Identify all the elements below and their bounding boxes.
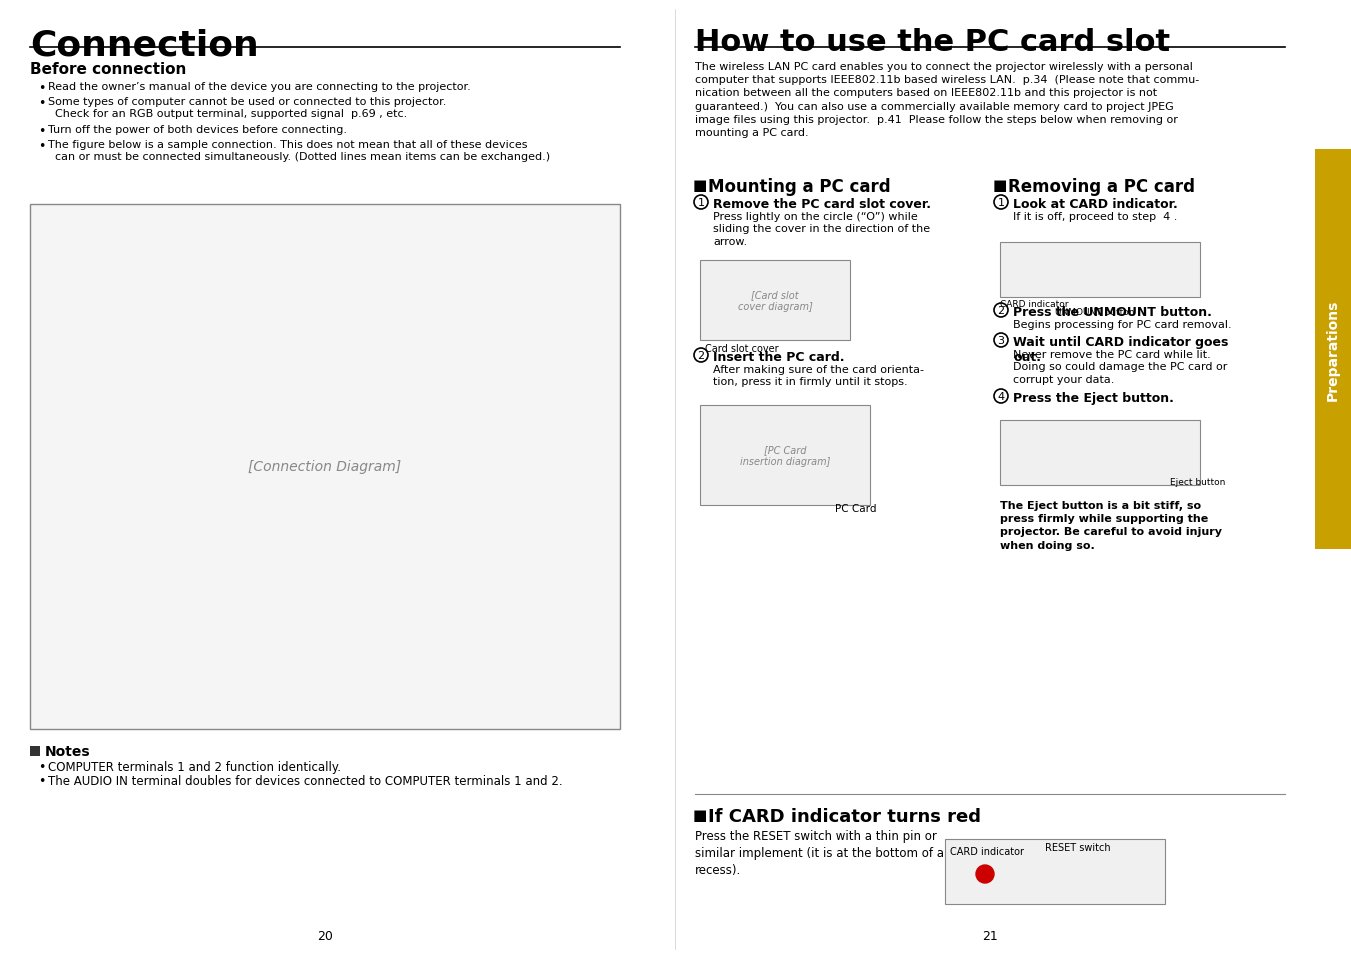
Text: ■: ■ [993,178,1008,193]
Text: Never remove the PC card while lit.
Doing so could damage the PC card or
corrupt: Never remove the PC card while lit. Doin… [1013,350,1227,384]
Text: Notes: Notes [45,744,91,759]
Text: Card slot cover: Card slot cover [705,344,778,354]
Text: Press lightly on the circle (“O”) while
sliding the cover in the direction of th: Press lightly on the circle (“O”) while … [713,212,929,247]
Text: Look at CARD indicator.: Look at CARD indicator. [1013,198,1178,211]
Text: [Connection Diagram]: [Connection Diagram] [249,460,401,474]
Text: ■: ■ [693,178,708,193]
Text: Press the Eject button.: Press the Eject button. [1013,392,1174,405]
Text: Press the RESET switch with a thin pin or
similar implement (it is at the bottom: Press the RESET switch with a thin pin o… [694,829,944,876]
Text: Mounting a PC card: Mounting a PC card [708,178,890,195]
Text: Begins processing for PC card removal.: Begins processing for PC card removal. [1013,319,1232,330]
Text: Connection: Connection [30,28,259,62]
Text: •: • [38,97,46,110]
Text: 20: 20 [317,929,332,942]
Text: ■: ■ [693,807,708,822]
Bar [944,840,1165,904]
Text: Read the owner’s manual of the device you are connecting to the projector.: Read the owner’s manual of the device yo… [49,82,470,91]
Text: •: • [38,774,46,787]
Text: •: • [38,760,46,773]
Text: Press the UNMOUNT button.: Press the UNMOUNT button. [1013,306,1212,318]
Text: [Card slot
cover diagram]: [Card slot cover diagram] [738,290,812,312]
Bar [700,261,850,340]
Text: Turn off the power of both devices before connecting.: Turn off the power of both devices befor… [49,125,347,135]
Bar [1000,243,1200,297]
Circle shape [975,865,994,883]
Text: CARD indicator: CARD indicator [950,846,1024,856]
Text: The AUDIO IN terminal doubles for devices connected to COMPUTER terminals 1 and : The AUDIO IN terminal doubles for device… [49,774,562,787]
Text: [PC Card
insertion diagram]: [PC Card insertion diagram] [740,445,830,466]
Text: 21: 21 [982,929,998,942]
Text: UNMOUNT button: UNMOUNT button [1055,308,1135,316]
Text: 2: 2 [997,306,1005,315]
Text: 4: 4 [997,392,1005,401]
Text: CARD indicator: CARD indicator [1000,299,1069,309]
Bar [30,205,620,729]
Text: •: • [38,125,46,138]
Text: If it is off, proceed to step  4 .: If it is off, proceed to step 4 . [1013,212,1177,222]
Text: Removing a PC card: Removing a PC card [1008,178,1196,195]
Text: If CARD indicator turns red: If CARD indicator turns red [708,807,981,825]
Bar [700,406,870,505]
Text: •: • [38,82,46,95]
Bar [30,746,41,757]
Bar [1000,420,1200,485]
Text: 1: 1 [997,198,1005,208]
Text: COMPUTER terminals 1 and 2 function identically.: COMPUTER terminals 1 and 2 function iden… [49,760,340,773]
Text: RESET switch: RESET switch [1046,842,1111,852]
Text: Some types of computer cannot be used or connected to this projector.
  Check fo: Some types of computer cannot be used or… [49,97,446,118]
Text: 2: 2 [697,351,705,360]
Text: PC Card: PC Card [835,503,877,514]
Text: After making sure of the card orienta-
tion, press it in firmly until it stops.: After making sure of the card orienta- t… [713,365,924,387]
Text: 1: 1 [697,198,704,208]
Text: Wait until CARD indicator goes
out.: Wait until CARD indicator goes out. [1013,335,1228,364]
Text: The wireless LAN PC card enables you to connect the projector wirelessly with a : The wireless LAN PC card enables you to … [694,62,1200,138]
Text: Before connection: Before connection [30,62,186,77]
Text: The Eject button is a bit stiff, so
press firmly while supporting the
projector.: The Eject button is a bit stiff, so pres… [1000,500,1223,550]
Text: Preparations: Preparations [1325,299,1340,400]
Text: How to use the PC card slot: How to use the PC card slot [694,28,1170,57]
Text: •: • [38,140,46,152]
Text: Eject button: Eject button [1170,477,1225,486]
Bar [1315,150,1351,550]
Text: 3: 3 [997,335,1005,346]
Text: Insert the PC card.: Insert the PC card. [713,351,844,364]
Text: Remove the PC card slot cover.: Remove the PC card slot cover. [713,198,931,211]
Text: The figure below is a sample connection. This does not mean that all of these de: The figure below is a sample connection.… [49,140,550,161]
